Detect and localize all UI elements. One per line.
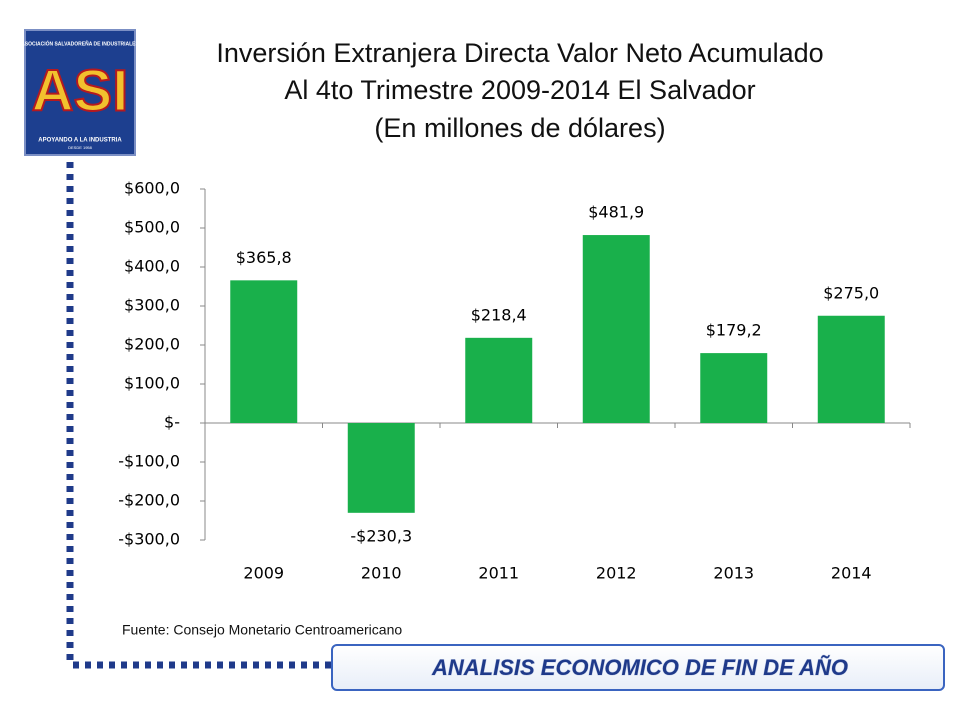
logo-top: ASOCIACIÓN SALVADOREÑA DE INDUSTRIALES	[21, 39, 139, 47]
data-label: -$230,3	[350, 526, 412, 545]
x-tick-label: 2012	[596, 564, 637, 583]
data-label: $275,0	[823, 283, 879, 302]
y-tick-label: -$200,0	[118, 491, 180, 510]
y-tick-label: $400,0	[124, 257, 180, 276]
y-tick-label: $600,0	[124, 179, 180, 198]
bar	[817, 315, 885, 423]
x-tick-label: 2014	[831, 564, 872, 583]
y-tick-label: -$300,0	[118, 530, 180, 549]
x-tick-label: 2009	[243, 564, 284, 583]
y-tick-label: $-	[164, 413, 180, 432]
bar	[700, 353, 768, 423]
bar	[347, 423, 415, 513]
logo-box	[24, 29, 136, 156]
footer-banner	[331, 644, 945, 691]
source: Fuente: Consejo Monetario Centroamerican…	[122, 622, 402, 638]
y-tick-label: $300,0	[124, 296, 180, 315]
x-tick-label: 2011	[478, 564, 519, 583]
footer-text: ANALISIS ECONOMICO DE FIN DE AÑO	[431, 655, 848, 680]
logo: ASOCIACIÓN SALVADOREÑA DE INDUSTRIALES A…	[21, 29, 140, 156]
data-label: $179,2	[706, 321, 762, 340]
bar	[582, 235, 650, 423]
chart-subtitle: Al 4to Trimestre 2009-2014 El Salvador	[284, 75, 755, 105]
chart-title: Inversión Extranjera Directa Valor Neto …	[216, 38, 823, 68]
logo-since: DESDE 1958	[68, 145, 93, 150]
chart-subtitle: (En millones de dólares)	[374, 113, 665, 143]
data-label: $218,4	[471, 305, 527, 324]
y-tick-label: $500,0	[124, 218, 180, 237]
data-label: $365,8	[236, 248, 292, 267]
logo-name: ASI	[32, 58, 129, 123]
bar	[465, 337, 533, 423]
x-tick-label: 2010	[361, 564, 402, 583]
logo-bottom: APOYANDO A LA INDUSTRIA	[38, 138, 122, 144]
data-label: $481,9	[588, 203, 644, 222]
y-tick-label: -$100,0	[118, 452, 180, 471]
x-tick-label: 2013	[713, 564, 754, 583]
y-tick-label: $100,0	[124, 374, 180, 393]
bar	[230, 280, 298, 423]
y-tick-label: $200,0	[124, 335, 180, 354]
